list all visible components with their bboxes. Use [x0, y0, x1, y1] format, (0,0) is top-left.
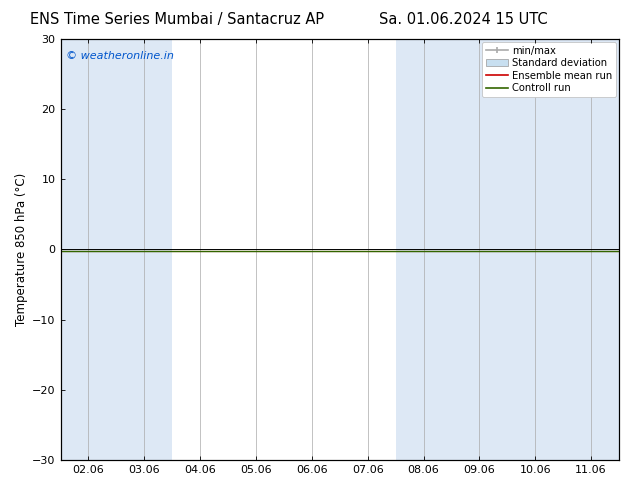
Bar [60, 39, 117, 460]
Bar [563, 39, 619, 460]
Text: ENS Time Series Mumbai / Santacruz AP: ENS Time Series Mumbai / Santacruz AP [30, 12, 325, 27]
Y-axis label: Temperature 850 hPa (°C): Temperature 850 hPa (°C) [15, 173, 28, 326]
Bar [507, 39, 563, 460]
Bar [396, 39, 451, 460]
Legend: min/max, Standard deviation, Ensemble mean run, Controll run: min/max, Standard deviation, Ensemble me… [482, 42, 616, 97]
Text: © weatheronline.in: © weatheronline.in [66, 51, 174, 61]
Bar [451, 39, 507, 460]
Text: Sa. 01.06.2024 15 UTC: Sa. 01.06.2024 15 UTC [378, 12, 547, 27]
Bar [117, 39, 172, 460]
